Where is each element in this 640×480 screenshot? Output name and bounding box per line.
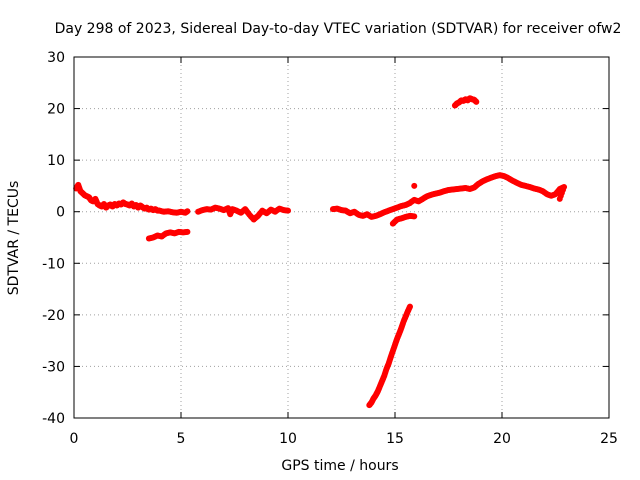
data-point (406, 303, 413, 310)
x-tick-label: 10 (279, 431, 297, 447)
x-tick-label: 15 (386, 431, 404, 447)
data-point (556, 195, 563, 202)
series-main (73, 181, 291, 223)
y-tick-label: 10 (47, 153, 65, 169)
series-high-segment (451, 95, 480, 109)
y-tick-label: -30 (42, 359, 65, 375)
data-point (411, 182, 418, 189)
y-tick-label: 20 (47, 102, 65, 118)
y-tick-label: 30 (47, 50, 65, 66)
series-small-dip (389, 212, 418, 227)
x-tick-label: 25 (600, 431, 618, 447)
x-tick-label: 5 (177, 431, 186, 447)
x-tick-label: 20 (493, 431, 511, 447)
series-steep-drop (366, 303, 413, 409)
data-point (411, 213, 418, 220)
y-axis-label: SDTVAR / TECUs (6, 181, 22, 296)
y-tick-label: -40 (42, 411, 65, 427)
y-tick-label: -20 (42, 308, 65, 324)
data-point (285, 207, 291, 214)
data-point (473, 98, 480, 105)
x-tick-label: 0 (70, 431, 79, 447)
y-tick-label: 0 (56, 205, 65, 221)
series-afternoon (329, 172, 568, 220)
x-axis-label: GPS time / hours (281, 458, 398, 474)
grid (74, 57, 609, 418)
plot-frame (73, 56, 610, 419)
data-point (184, 228, 191, 235)
x-axis: 0 5 10 15 20 25 (70, 57, 618, 447)
plot-area (73, 95, 568, 409)
y-tick-label: -10 (42, 256, 65, 272)
series-low-segment (145, 228, 191, 242)
chart-title: Day 298 of 2023, Sidereal Day-to-day VTE… (55, 21, 622, 37)
y-axis: -40 -30 -20 -10 0 10 20 30 (42, 50, 609, 427)
data-point (184, 208, 191, 215)
